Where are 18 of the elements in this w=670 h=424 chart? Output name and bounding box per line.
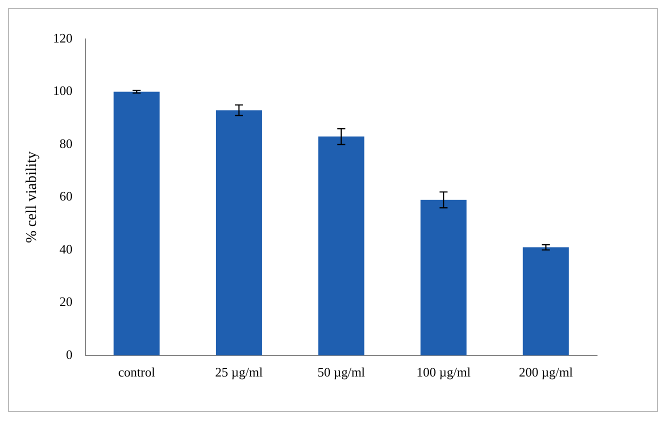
- x-tick-label: 25 µg/ml: [215, 364, 264, 380]
- y-axis-title: % cell viability: [24, 150, 40, 244]
- x-tick-label: 100 µg/ml: [416, 364, 471, 380]
- y-tick-label: 40: [60, 241, 72, 256]
- x-tick-label: 50 µg/ml: [317, 364, 366, 380]
- y-tick-label: 60: [60, 188, 72, 204]
- y-tick-label: 80: [60, 136, 72, 151]
- y-tick-label: 120: [53, 30, 72, 46]
- y-tick-label: 20: [60, 294, 72, 310]
- bar: [318, 136, 364, 356]
- y-tick-label: 100: [53, 83, 72, 98]
- bar: [216, 110, 262, 356]
- bar: [522, 247, 569, 356]
- x-tick-label: 200 µg/ml: [518, 364, 574, 380]
- x-tick-label: control: [118, 364, 156, 380]
- bar: [114, 92, 160, 356]
- y-tick-label: 0: [66, 346, 72, 362]
- bar: [420, 200, 467, 356]
